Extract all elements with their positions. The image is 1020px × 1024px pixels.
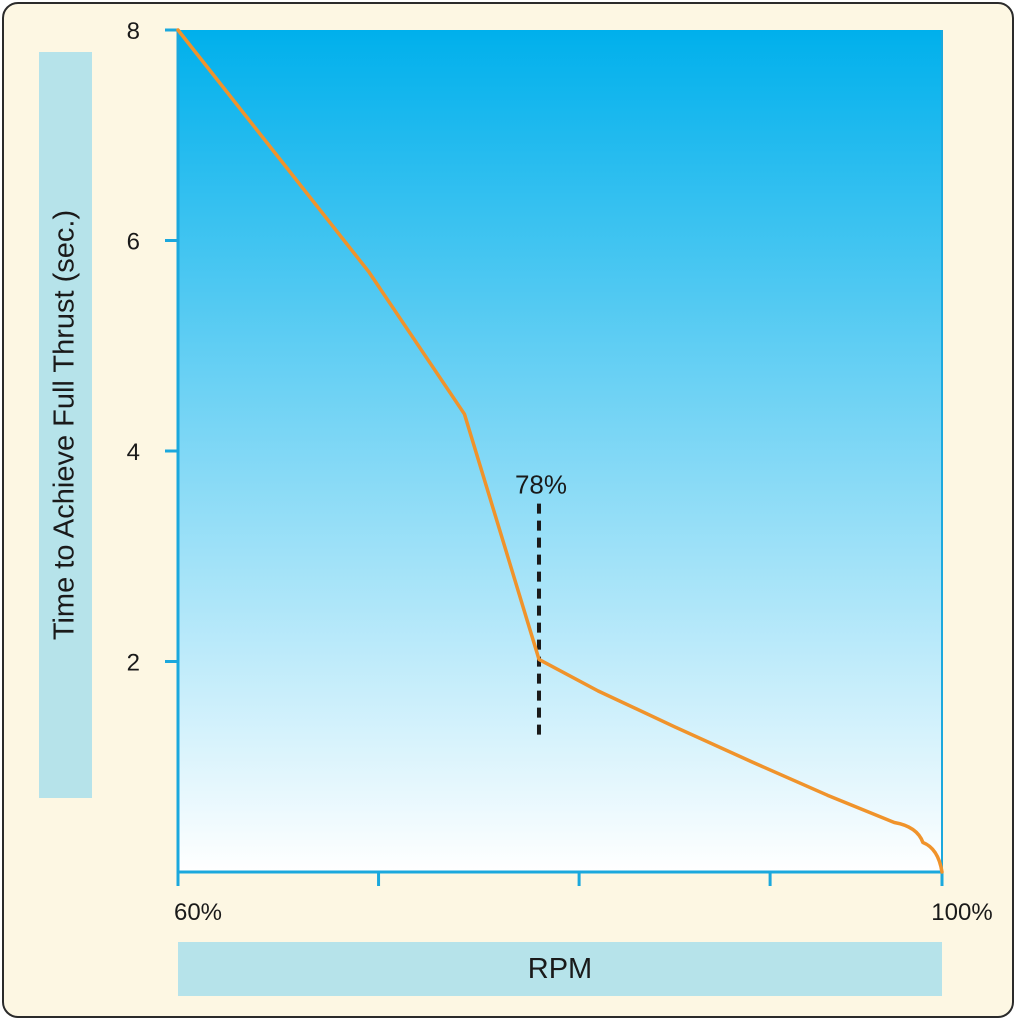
y-tick-label: 2 (127, 650, 140, 677)
y-axis-label-box (39, 52, 92, 798)
y-tick-label: 4 (127, 439, 140, 466)
x-axis-label: RPM (527, 952, 593, 985)
plot-area (178, 30, 942, 872)
series-line (176, 28, 944, 874)
x-axis-label-box: RPM (178, 942, 942, 996)
y-tick-label: 6 (127, 229, 140, 256)
x-tick-label: 100% (931, 899, 992, 926)
x-tick-label: 60% (174, 899, 222, 926)
annotation-label: 78% (515, 470, 567, 500)
y-tick-label: 8 (127, 18, 140, 45)
